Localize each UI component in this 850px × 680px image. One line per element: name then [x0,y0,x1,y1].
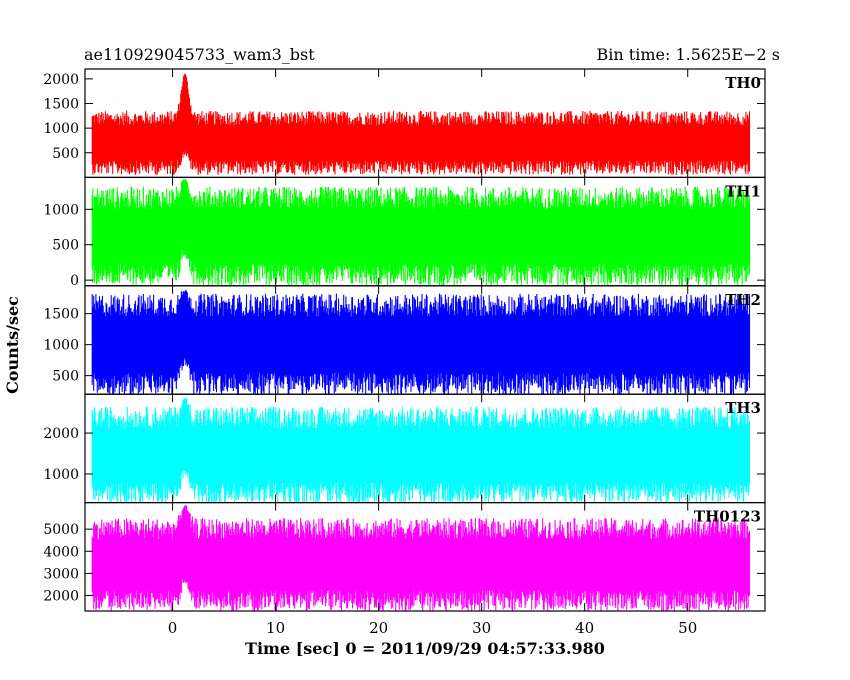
panel-frame [84,502,766,612]
panel-th0: 500 1000 1500 2000 TH0 [43,68,766,179]
x-tick-label: 40 [575,619,594,637]
y-tick-label: 4000 [43,544,79,560]
y-tick-label: 1500 [43,96,79,112]
chart-title: ae110929045733_wam3_bst [84,45,315,64]
y-tick-label: 5000 [43,522,79,538]
bin-time-label: Bin time: 1.5625E−2 s [597,45,780,64]
x-tick-label: 30 [472,619,491,637]
series-th0123 [91,505,751,611]
panel-label: TH3 [725,399,761,417]
series-th1 [91,178,751,286]
y-tick-label: 500 [52,369,79,385]
panel-label: TH2 [725,291,761,309]
y-tick-label: 2000 [43,589,79,605]
y-axis-label: Counts/sec [3,296,22,394]
panel-th0123: 2000 3000 4000 5000 TH0123 [43,502,766,612]
y-tick-label: 500 [52,238,79,254]
panel-label: TH0123 [694,508,761,526]
y-tick-label: 2000 [43,426,79,442]
x-tick-label: 50 [678,619,697,637]
y-tick-label: 3000 [43,566,79,582]
y-tick-label: 0 [70,273,79,289]
y-tick-label: 1000 [43,202,79,218]
panel-th1: 0 500 1000 TH1 [43,176,766,289]
panel-label: TH0 [725,74,761,92]
y-tick-label: 2000 [43,72,79,88]
series-th3 [91,397,751,503]
y-tick-label: 500 [52,146,79,162]
y-tick-label: 1500 [43,307,79,323]
x-tick-label: 20 [369,619,388,637]
panel-label: TH1 [725,182,761,200]
series-th0 [91,73,751,175]
y-tick-label: 1000 [43,338,79,354]
y-tick-label: 1000 [43,467,79,483]
x-tick-label: 10 [266,619,285,637]
x-axis-labels: 0 10 20 30 40 50 [168,619,697,637]
x-axis-label: Time [sec] 0 = 2011/09/29 04:57:33.980 [245,639,605,658]
panel-th2: 500 1000 1500 TH2 [43,285,766,395]
x-tick-label: 0 [168,619,178,637]
panel-th3: 1000 2000 TH3 [43,393,766,504]
y-tick-label: 1000 [43,121,79,137]
series-th2 [91,289,751,395]
panels-group: 500 1000 1500 2000 TH0 0 500 1000 TH1 500 1000 1500… [43,68,766,612]
